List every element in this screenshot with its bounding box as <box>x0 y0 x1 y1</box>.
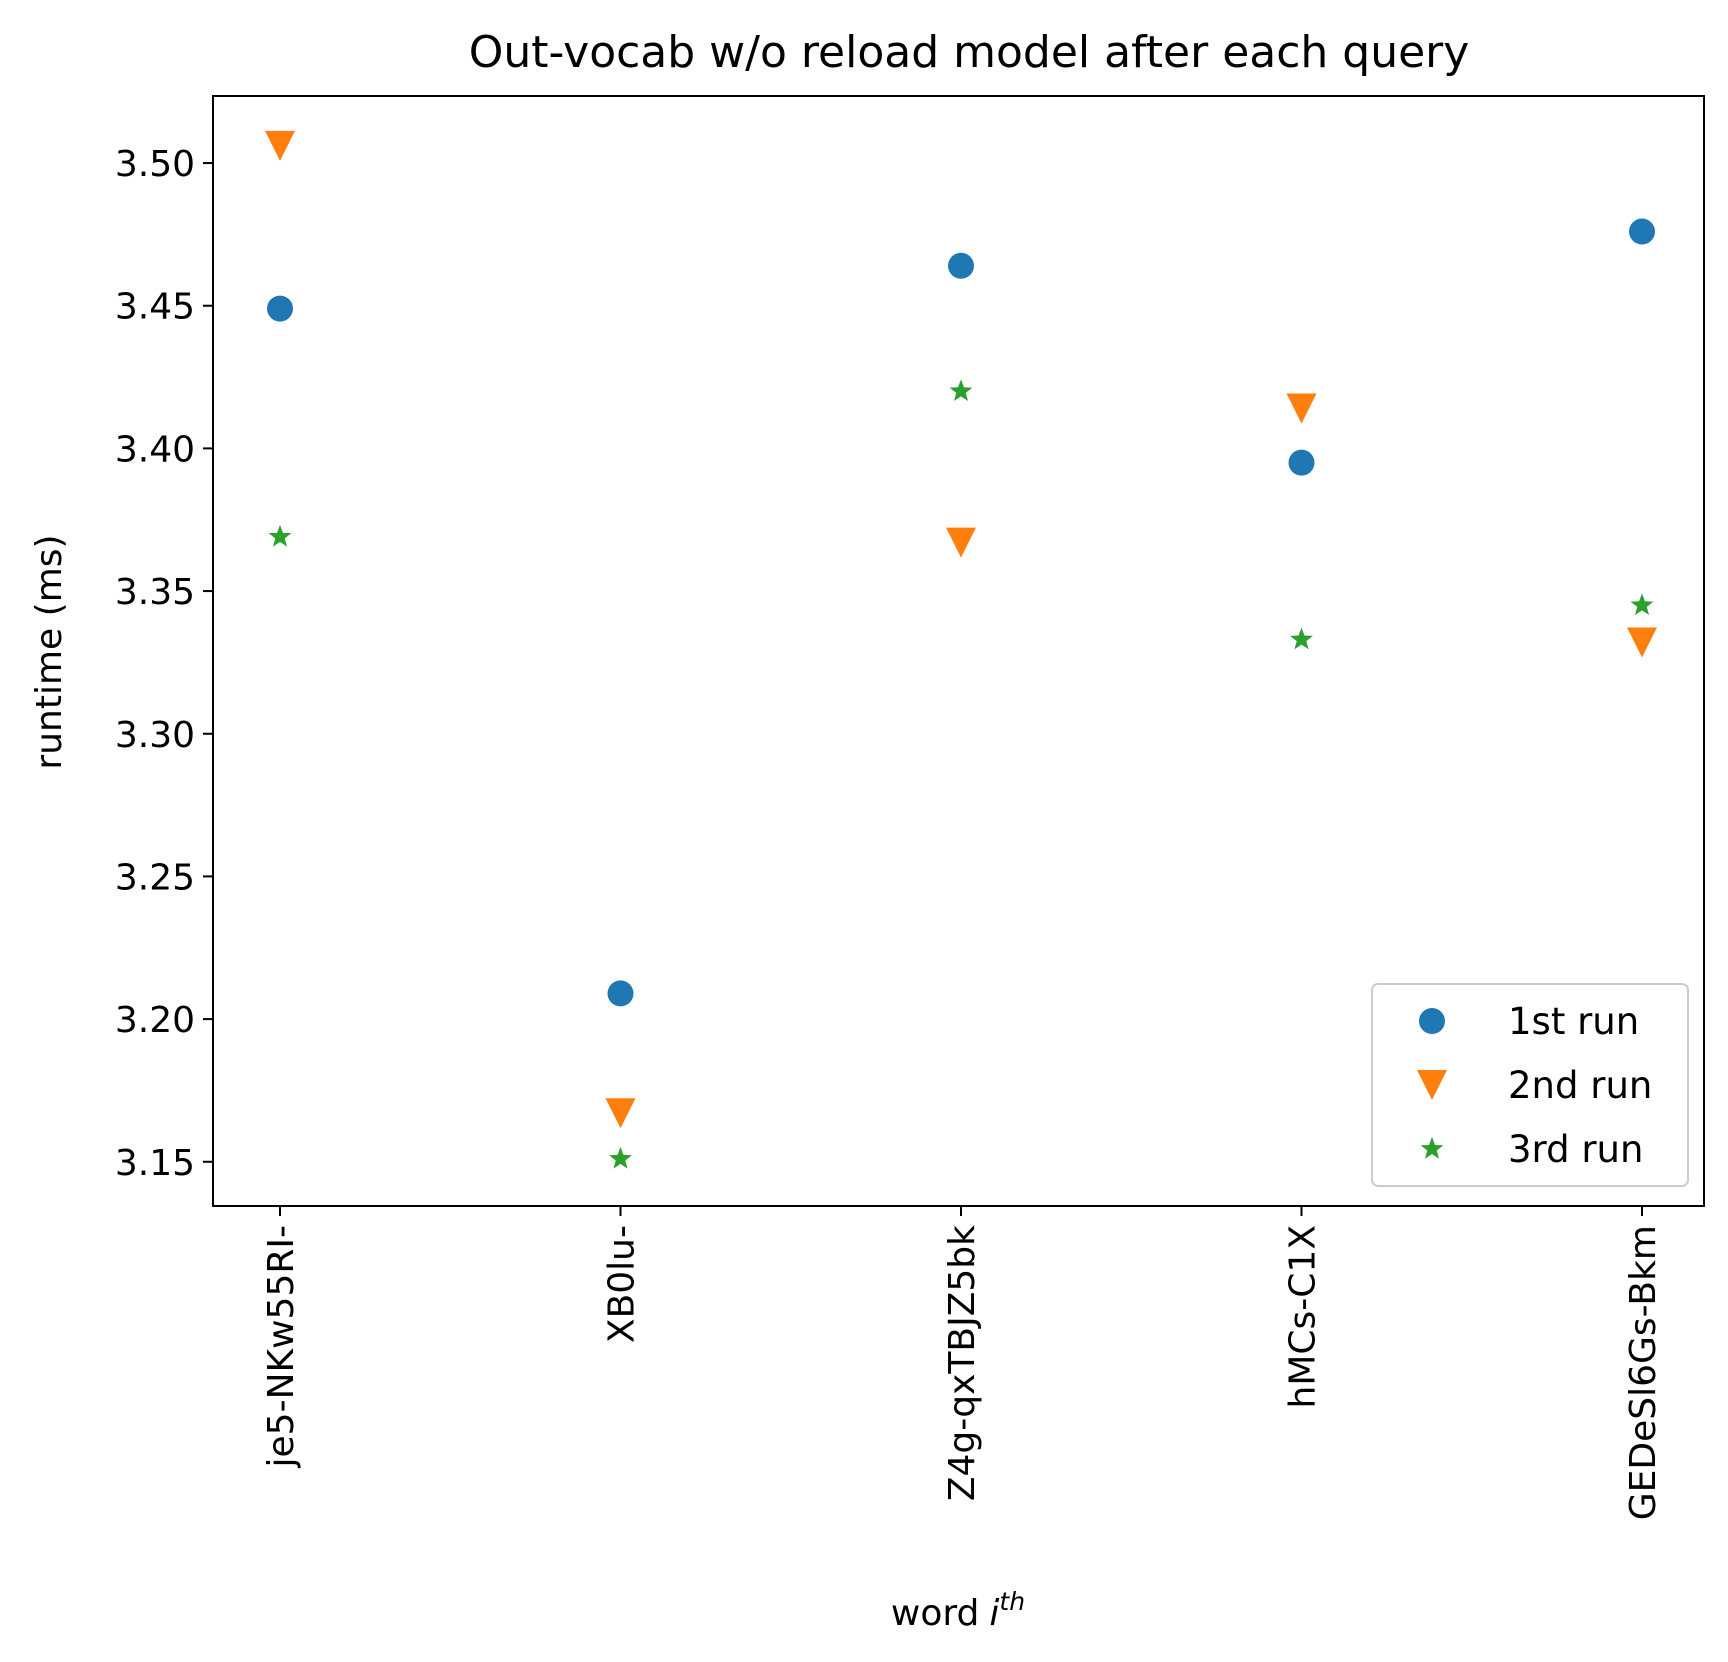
data-point <box>946 527 976 558</box>
x-axis-ticks: je5-NKw55RI- XB0lu- Z4g-qxTBJZ5bk hMCs-C1X G… <box>261 1206 1664 1520</box>
legend-marker <box>1419 1008 1445 1034</box>
plot-area-frame <box>212 95 1705 1207</box>
x-axis-label: word ith <box>891 1587 1025 1634</box>
data-point <box>265 130 295 161</box>
y-tick-label: 3.20 <box>115 1000 195 1041</box>
x-axis-label-superscript: th <box>999 1587 1025 1616</box>
data-point <box>1627 627 1657 658</box>
data-point <box>268 524 292 547</box>
x-axis-label-word: word <box>891 1593 980 1634</box>
y-tick-label: 3.40 <box>115 429 195 470</box>
x-tick-label: XB0lu- <box>602 1225 643 1343</box>
data-point <box>609 1146 632 1169</box>
y-tick-label: 3.15 <box>115 1143 195 1184</box>
data-point <box>1286 393 1317 424</box>
y-tick-label: 3.45 <box>115 287 195 328</box>
data-point <box>1290 627 1313 650</box>
series-1 <box>267 218 1655 1007</box>
data-point <box>607 980 634 1007</box>
data-point <box>605 1098 636 1129</box>
data-points <box>265 130 1657 1169</box>
legend-label: 1st run <box>1508 1000 1639 1043</box>
x-axis-label-italic: i <box>989 1593 999 1634</box>
legend-marker <box>1417 1070 1447 1100</box>
legend-box <box>1371 983 1689 1187</box>
y-tick-label: 3.30 <box>115 715 195 756</box>
y-tick-label: 3.35 <box>115 572 195 613</box>
legend-marker <box>1420 1137 1444 1159</box>
data-point <box>1288 449 1315 476</box>
legend: 1st run 2nd run 3rd run <box>1371 983 1689 1187</box>
y-axis-ticks: 3.15 3.20 3.25 3.30 3.35 3.40 3.45 3.50 <box>115 144 213 1184</box>
data-point <box>948 252 974 279</box>
data-point <box>949 379 973 402</box>
series-3 <box>268 379 1654 1169</box>
x-tick-label: Z4g-qxTBJZ5bk <box>942 1225 983 1501</box>
x-tick-label: je5-NKw55RI- <box>261 1225 302 1468</box>
data-point <box>1630 593 1654 616</box>
y-tick-label: 3.25 <box>115 857 195 898</box>
chart-title: Out-vocab w/o reload model after each qu… <box>469 27 1470 78</box>
legend-label: 3rd run <box>1508 1128 1643 1171</box>
x-tick-label: hMCs-C1X <box>1283 1225 1324 1408</box>
data-point <box>267 295 293 322</box>
y-axis-label: runtime (ms) <box>29 534 70 769</box>
legend-label: 2nd run <box>1508 1064 1652 1107</box>
data-point <box>1629 218 1655 245</box>
x-tick-label: GEDeSl6Gs-Bkm <box>1623 1225 1664 1520</box>
series-2 <box>265 130 1657 1129</box>
y-tick-label: 3.50 <box>115 144 195 185</box>
